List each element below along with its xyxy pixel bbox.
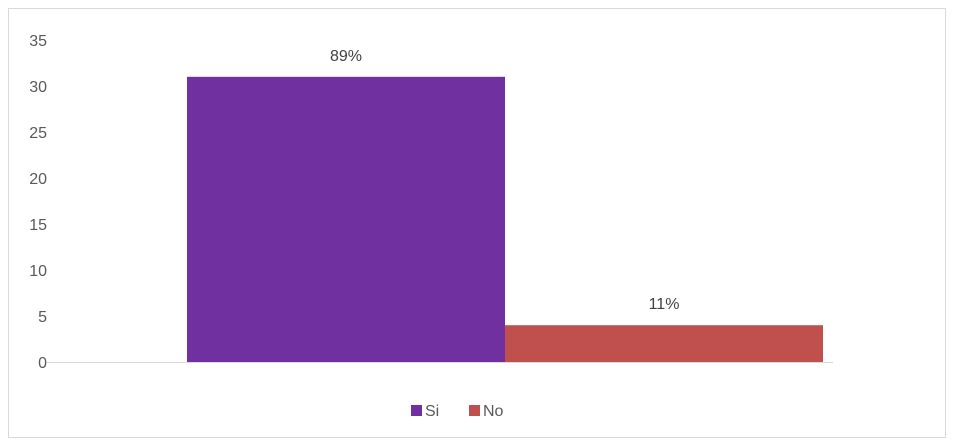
bar-chart: 0 5 10 15 20 25 30 35 89% 11% Si No	[29, 33, 833, 420]
chart-frame: 0 5 10 15 20 25 30 35 89% 11% Si No	[8, 8, 946, 438]
legend-label-si: Si	[425, 403, 439, 420]
legend-label-no: No	[483, 403, 504, 420]
y-tick-label: 0	[38, 355, 47, 372]
y-tick-label: 20	[29, 171, 47, 188]
y-tick-label: 10	[29, 263, 47, 280]
y-axis: 0 5 10 15 20 25 30 35	[29, 33, 47, 372]
data-label-si: 89%	[330, 48, 362, 65]
data-labels: 89% 11%	[330, 48, 679, 313]
y-tick-label: 15	[29, 217, 47, 234]
bar-si	[187, 76, 505, 363]
bar-group	[187, 76, 823, 363]
legend-swatch-si	[411, 405, 422, 416]
bar-no	[505, 325, 823, 362]
data-label-no: 11%	[649, 296, 680, 313]
legend: Si No	[411, 403, 504, 420]
y-tick-label: 30	[29, 79, 47, 96]
y-tick-label: 25	[29, 125, 47, 142]
legend-swatch-no	[469, 405, 480, 416]
y-tick-label: 35	[29, 33, 47, 50]
y-tick-label: 5	[38, 309, 47, 326]
